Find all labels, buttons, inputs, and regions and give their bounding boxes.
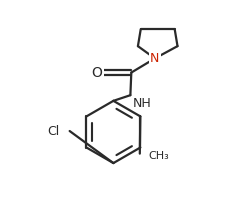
Text: NH: NH — [133, 97, 152, 110]
Text: N: N — [150, 52, 160, 65]
Text: CH₃: CH₃ — [148, 151, 169, 161]
Text: Cl: Cl — [47, 125, 59, 138]
Text: O: O — [91, 66, 102, 79]
